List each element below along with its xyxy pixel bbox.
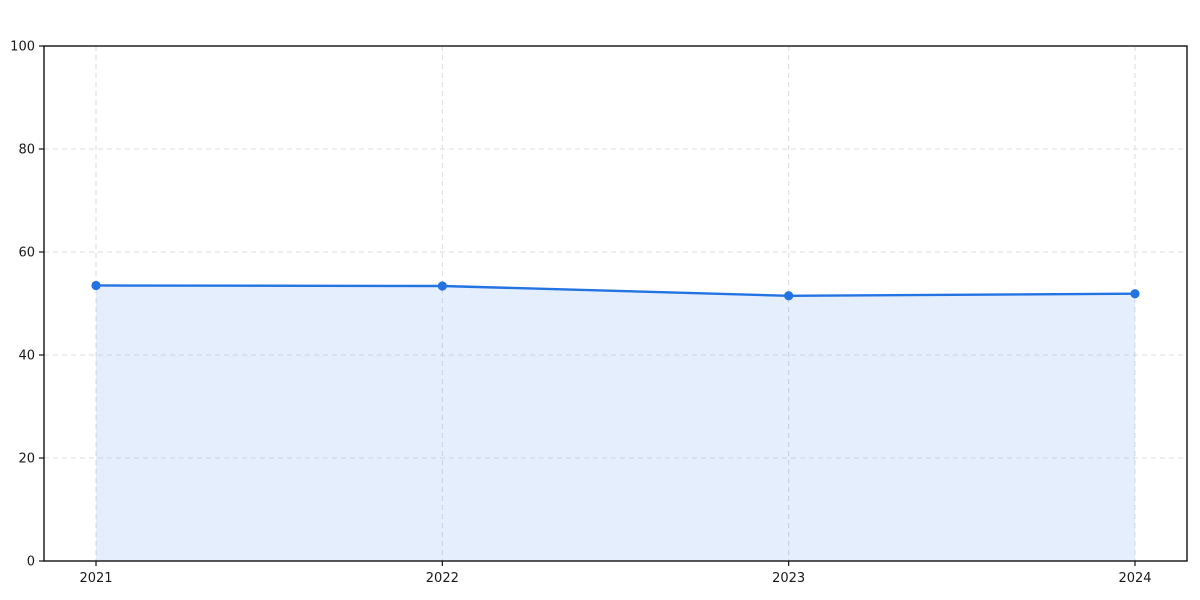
x-tick-label: 2023	[772, 571, 805, 586]
data-point-2022	[437, 281, 447, 291]
series-area-fill	[96, 285, 1135, 561]
data-point-2024	[1130, 289, 1140, 299]
x-tick-label: 2024	[1118, 571, 1151, 586]
series-line	[94, 284, 1137, 297]
data-point-2021	[91, 280, 101, 291]
plot-border	[43, 45, 1188, 562]
y-tick-label: 0	[27, 555, 35, 570]
y-tick-label: 20	[18, 452, 35, 467]
y-tick-label: 100	[10, 40, 35, 55]
y-tick-label: 60	[18, 246, 35, 261]
x-tick-label: 2022	[426, 571, 459, 586]
x-tick-label: 2021	[79, 571, 112, 586]
y-tick-label: 80	[18, 143, 35, 158]
data-point-2023	[784, 291, 794, 301]
y-tick-label: 40	[18, 349, 35, 364]
